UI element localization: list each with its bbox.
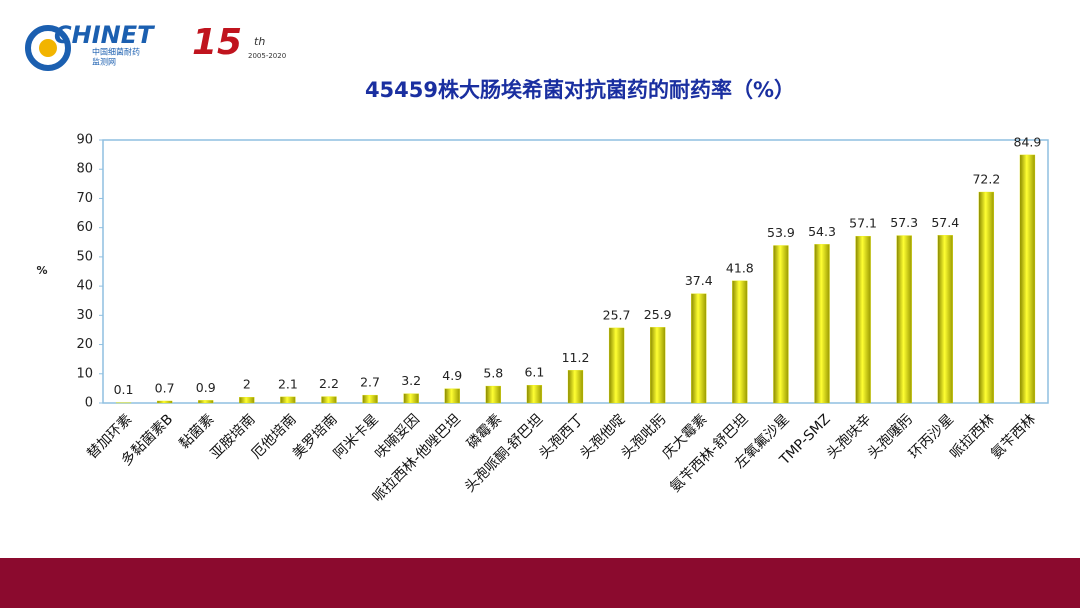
- value-label: 25.9: [644, 307, 672, 322]
- value-label: 2.2: [319, 376, 339, 391]
- y-tick-label: 30: [76, 308, 93, 323]
- value-label: 0.9: [196, 380, 216, 395]
- y-tick-label: 80: [76, 162, 93, 177]
- value-label: 57.3: [890, 215, 918, 230]
- bar: [650, 327, 666, 404]
- logo-ring: [25, 25, 71, 71]
- value-label: 25.7: [603, 307, 631, 322]
- bar: [321, 396, 337, 404]
- bar: [978, 191, 995, 404]
- x-tick-label: 头孢吡肟: [618, 411, 669, 462]
- bar: [855, 235, 871, 404]
- value-label: 4.9: [442, 368, 462, 383]
- value-label: 6.1: [524, 365, 544, 380]
- y-tick-label: 50: [76, 249, 93, 264]
- value-label: 0.1: [114, 382, 134, 397]
- bar: [732, 280, 748, 404]
- value-label: 57.4: [931, 215, 959, 230]
- bar: [403, 393, 419, 404]
- x-tick-label: 头孢他啶: [577, 411, 628, 462]
- value-label: 41.8: [726, 260, 754, 275]
- bar: [773, 245, 789, 404]
- logo-dot: [39, 39, 57, 57]
- x-tick-label: 氨苄西林: [988, 411, 1039, 462]
- anniversary-years: 2005-2020: [248, 52, 286, 60]
- bar: [567, 370, 584, 404]
- value-label: 2.1: [278, 376, 298, 391]
- bar: [362, 394, 378, 404]
- x-tick-label: 厄他培南: [249, 411, 300, 462]
- bar: [526, 385, 543, 404]
- value-label: 0.7: [155, 380, 175, 395]
- y-axis-label: %: [36, 264, 47, 277]
- x-tick-label: 阿米卡星: [331, 411, 382, 462]
- bar: [814, 244, 830, 404]
- bar: [1019, 154, 1036, 404]
- y-tick-label: 60: [76, 220, 93, 235]
- x-tick-label: 美罗培南: [290, 411, 341, 462]
- y-tick-label: 90: [76, 133, 93, 148]
- value-label: 84.9: [1014, 134, 1042, 149]
- logo-subtitle: 监测网: [92, 57, 116, 67]
- anniversary: 15: [192, 22, 242, 63]
- y-tick-label: 10: [76, 366, 93, 381]
- value-label: 57.1: [849, 216, 877, 231]
- value-label: 5.8: [483, 366, 503, 381]
- y-tick-label: 20: [76, 337, 93, 352]
- logo-text: CHINET: [54, 21, 155, 49]
- bar: [608, 327, 625, 404]
- value-label: 72.2: [972, 172, 1000, 187]
- value-label: 2.7: [360, 375, 380, 390]
- value-label: 3.2: [401, 373, 421, 388]
- x-tick-label: 哌拉西林: [946, 411, 998, 463]
- bar: [896, 235, 912, 404]
- logo-subtitle: 中国细菌耐药: [92, 47, 140, 57]
- bar: [198, 400, 214, 404]
- bar: [280, 396, 296, 404]
- y-tick-label: 40: [76, 279, 93, 294]
- bar: [937, 235, 953, 404]
- anniversary-suffix: th: [254, 35, 265, 48]
- x-tick-label: 头孢西丁: [536, 411, 587, 462]
- value-label: 2: [243, 377, 251, 392]
- bar: [485, 385, 501, 404]
- bar: [156, 400, 173, 404]
- x-tick-label: 环丙沙星: [906, 411, 957, 462]
- bar: [444, 388, 460, 404]
- chart-title: 45459株大肠埃希菌对抗菌药的耐药率（%）: [365, 78, 795, 102]
- footer-band: [0, 558, 1080, 608]
- x-tick-label: 亚胺培南: [208, 411, 259, 462]
- bar: [239, 397, 255, 404]
- y-tick-label: 0: [85, 396, 93, 411]
- x-tick-label: 头孢噻肟: [864, 411, 916, 463]
- value-label: 37.4: [685, 273, 713, 288]
- y-tick-label: 70: [76, 191, 93, 206]
- bar: [691, 293, 707, 404]
- x-tick-label: 头孢呋辛: [824, 411, 875, 462]
- value-label: 53.9: [767, 225, 795, 240]
- value-label: 11.2: [562, 350, 590, 365]
- value-label: 54.3: [808, 224, 836, 239]
